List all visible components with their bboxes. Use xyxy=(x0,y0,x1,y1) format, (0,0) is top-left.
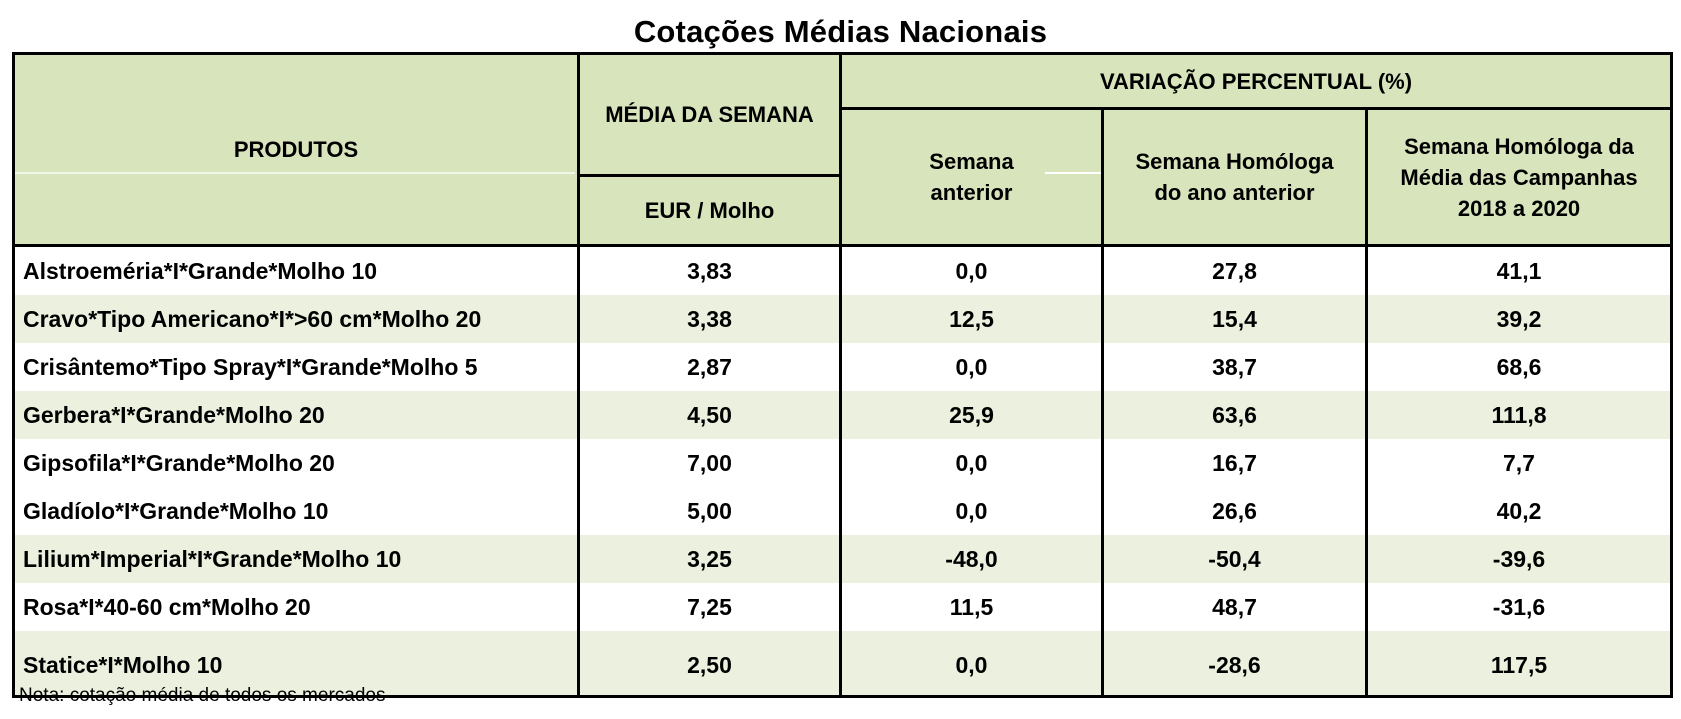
table-row: Cravo*Tipo Americano*I*>60 cm*Molho 20 3… xyxy=(12,295,1673,343)
cell-produto: Gladíolo*I*Grande*Molho 10 xyxy=(12,487,580,535)
cell-media: 2,50 xyxy=(577,631,842,698)
header-semana-anterior-line2: anterior xyxy=(930,180,1013,205)
header-produtos: PRODUTOS xyxy=(12,52,580,247)
cell-produto: Crisântemo*Tipo Spray*I*Grande*Molho 5 xyxy=(12,343,580,391)
cell-semana-anterior: -48,0 xyxy=(839,535,1104,583)
cell-media: 2,87 xyxy=(577,343,842,391)
header-divider xyxy=(15,172,575,174)
cell-semana-anterior: 0,0 xyxy=(839,245,1104,295)
cell-campanhas: 111,8 xyxy=(1365,391,1673,439)
cell-semana-anterior: 0,0 xyxy=(839,343,1104,391)
cell-semana-anterior: 0,0 xyxy=(839,487,1104,535)
cell-semana-homologa: 38,7 xyxy=(1101,343,1368,391)
table-row: Lilium*Imperial*I*Grande*Molho 10 3,25 -… xyxy=(12,535,1673,583)
cell-campanhas: -31,6 xyxy=(1365,583,1673,631)
cell-semana-homologa: 15,4 xyxy=(1101,295,1368,343)
header-campanhas: Semana Homóloga da Média das Campanhas 2… xyxy=(1365,107,1673,247)
cell-campanhas: 7,7 xyxy=(1365,439,1673,487)
cell-media: 4,50 xyxy=(577,391,842,439)
header-campanhas-line3: 2018 a 2020 xyxy=(1457,195,1581,221)
cell-media: 7,25 xyxy=(577,583,842,631)
cell-semana-homologa: 16,7 xyxy=(1101,439,1368,487)
table-row: Rosa*I*40-60 cm*Molho 20 7,25 11,5 48,7 … xyxy=(12,583,1673,631)
cell-semana-anterior: 0,0 xyxy=(839,439,1104,487)
cell-campanhas: 40,2 xyxy=(1365,487,1673,535)
cell-campanhas: 39,2 xyxy=(1365,295,1673,343)
table-row: Crisântemo*Tipo Spray*I*Grande*Molho 5 2… xyxy=(12,343,1673,391)
cell-semana-anterior: 11,5 xyxy=(839,583,1104,631)
cell-media: 3,38 xyxy=(577,295,842,343)
cell-semana-homologa: 48,7 xyxy=(1101,583,1368,631)
footnote: Nota: cotação média de todos os mercados xyxy=(19,685,386,706)
cell-media: 3,83 xyxy=(577,245,842,295)
cell-semana-homologa: 26,6 xyxy=(1101,487,1368,535)
table-row: Gladíolo*I*Grande*Molho 10 5,00 0,0 26,6… xyxy=(12,487,1673,535)
page-title: Cotações Médias Nacionais xyxy=(633,14,1048,49)
cell-semana-anterior: 25,9 xyxy=(839,391,1104,439)
table-row: Alstroeméria*I*Grande*Molho 10 3,83 0,0 … xyxy=(12,245,1673,295)
table-body: Alstroeméria*I*Grande*Molho 10 3,83 0,0 … xyxy=(12,245,1673,698)
cell-campanhas: -39,6 xyxy=(1365,535,1673,583)
header-semana-anterior: Semana anterior xyxy=(839,107,1104,247)
table-row: Gipsofila*I*Grande*Molho 20 7,00 0,0 16,… xyxy=(12,439,1673,487)
cell-semana-homologa: -50,4 xyxy=(1101,535,1368,583)
cell-campanhas: 41,1 xyxy=(1365,245,1673,295)
header-unidade: EUR / Molho xyxy=(577,174,842,247)
header-variacao-percentual: VARIAÇÃO PERCENTUAL (%) xyxy=(839,52,1673,110)
header-campanhas-line1: Semana Homóloga da xyxy=(1404,133,1634,159)
cell-produto: Rosa*I*40-60 cm*Molho 20 xyxy=(12,583,580,631)
header-semana-homologa-line1: Semana Homóloga xyxy=(1135,149,1334,174)
cell-media: 7,00 xyxy=(577,439,842,487)
cell-produto: Alstroeméria*I*Grande*Molho 10 xyxy=(12,245,580,295)
header-semana-anterior-line1: Semana xyxy=(929,149,1014,174)
header-divider xyxy=(1045,172,1101,174)
cell-campanhas: 117,5 xyxy=(1365,631,1673,698)
header-semana-homologa-line2: do ano anterior xyxy=(1154,180,1315,205)
cell-produto: Statice*I*Molho 10 xyxy=(12,631,580,698)
cell-semana-anterior: 0,0 xyxy=(839,631,1104,698)
header-media-semana: MÉDIA DA SEMANA xyxy=(577,52,842,177)
cell-media: 3,25 xyxy=(577,535,842,583)
cell-produto: Gerbera*I*Grande*Molho 20 xyxy=(12,391,580,439)
cell-media: 5,00 xyxy=(577,487,842,535)
cell-semana-homologa: 27,8 xyxy=(1101,245,1368,295)
table-row: Statice*I*Molho 10 2,50 0,0 -28,6 117,5 xyxy=(12,631,1673,698)
cell-semana-homologa: 63,6 xyxy=(1101,391,1368,439)
cell-semana-homologa: -28,6 xyxy=(1101,631,1368,698)
table-row: Gerbera*I*Grande*Molho 20 4,50 25,9 63,6… xyxy=(12,391,1673,439)
quotes-table: PRODUTOS MÉDIA DA SEMANA VARIAÇÃO PERCEN… xyxy=(12,52,1673,698)
header-campanhas-line2: Média das Campanhas xyxy=(1400,164,1638,190)
header-semana-homologa: Semana Homóloga do ano anterior xyxy=(1101,107,1368,247)
cell-produto: Gipsofila*I*Grande*Molho 20 xyxy=(12,439,580,487)
cell-produto: Cravo*Tipo Americano*I*>60 cm*Molho 20 xyxy=(12,295,580,343)
cell-produto: Lilium*Imperial*I*Grande*Molho 10 xyxy=(12,535,580,583)
cell-semana-anterior: 12,5 xyxy=(839,295,1104,343)
cell-campanhas: 68,6 xyxy=(1365,343,1673,391)
